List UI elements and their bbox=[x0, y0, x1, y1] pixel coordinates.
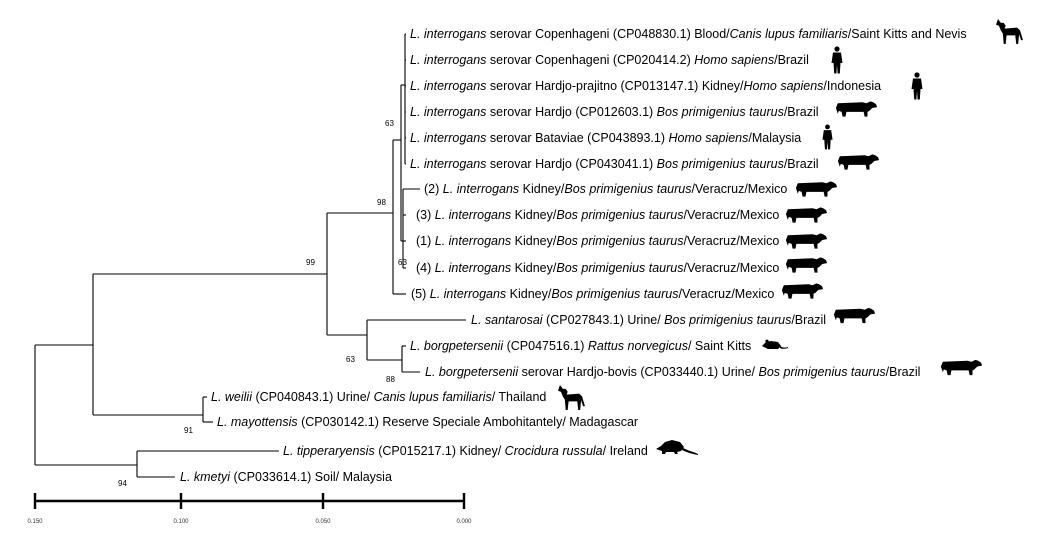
leaf-label: L. interrogans serovar Hardjo (CP043041.… bbox=[410, 157, 819, 171]
scale-tick-label: 0.000 bbox=[456, 519, 472, 525]
leaf-label: (4) L. interrogans Kidney/Bos primigeniu… bbox=[416, 261, 779, 275]
bootstrap-value: 99 bbox=[306, 258, 315, 267]
bootstrap-value: 94 bbox=[118, 479, 127, 488]
bootstrap-value: 88 bbox=[386, 375, 395, 384]
human-icon bbox=[822, 124, 833, 150]
leaf-label: L. interrogans serovar Hardjo (CP012603.… bbox=[410, 105, 819, 119]
scale-tick-label: 0.100 bbox=[173, 519, 189, 525]
leaf-labels: L. interrogans serovar Copenhageni (CP04… bbox=[180, 27, 967, 484]
rat-icon bbox=[762, 339, 788, 349]
bootstrap-value: 63 bbox=[398, 258, 407, 267]
bootstrap-value: 98 bbox=[377, 198, 386, 207]
leaf-label: (2) L. interrogans Kidney/Bos primigeniu… bbox=[424, 182, 787, 196]
leaf-label: L. kmetyi (CP033614.1) Soil/ Malaysia bbox=[180, 470, 392, 484]
scale-tick-label: 0.150 bbox=[27, 519, 43, 525]
scale-tick-label: 0.050 bbox=[315, 519, 331, 525]
leaf-label: L. interrogans serovar Copenhageni (CP04… bbox=[410, 27, 967, 41]
human-icon bbox=[831, 46, 843, 74]
bootstrap-value: 63 bbox=[346, 355, 355, 364]
bootstrap-value: 91 bbox=[184, 426, 193, 435]
leaf-label: L. santarosai (CP027843.1) Urine/ Bos pr… bbox=[471, 313, 826, 327]
cow-icon bbox=[940, 359, 983, 376]
cow-icon bbox=[785, 233, 828, 249]
dog-icon bbox=[996, 19, 1023, 44]
human-icon bbox=[911, 72, 923, 100]
leaf-label: (1) L. interrogans Kidney/Bos primigeniu… bbox=[416, 234, 779, 248]
leaf-label: L. weilii (CP040843.1) Urine/ Canis lupu… bbox=[211, 390, 546, 404]
cow-icon bbox=[781, 283, 824, 299]
leaf-label: L. interrogans serovar Hardjo-prajitno (… bbox=[410, 79, 881, 93]
cow-icon bbox=[785, 257, 828, 273]
leaf-label: (3) L. interrogans Kidney/Bos primigeniu… bbox=[416, 208, 779, 222]
tree-branches bbox=[34, 33, 466, 478]
cow-icon bbox=[833, 307, 876, 324]
bootstrap-value: 63 bbox=[385, 119, 394, 128]
cow-icon bbox=[837, 154, 880, 170]
scale-bar: 0.150 0.100 0.050 0.000 bbox=[27, 493, 472, 525]
shrew-icon bbox=[656, 440, 698, 455]
dog-icon bbox=[558, 385, 585, 410]
cow-icon bbox=[795, 181, 838, 197]
leaf-label: L. interrogans serovar Copenhageni (CP02… bbox=[410, 53, 809, 67]
leaf-label: L. mayottensis (CP030142.1) Reserve Spec… bbox=[217, 415, 638, 429]
leaf-label: (5) L. interrogans Kidney/Bos primigeniu… bbox=[411, 287, 774, 301]
leaf-label: L. borgpetersenii serovar Hardjo-bovis (… bbox=[425, 365, 920, 379]
cow-icon bbox=[785, 207, 828, 223]
leaf-label: L. interrogans serovar Bataviae (CP04389… bbox=[410, 131, 801, 145]
cow-icon bbox=[835, 101, 878, 117]
leaf-label: L. borgpetersenii (CP047516.1) Rattus no… bbox=[410, 339, 751, 353]
bootstrap-values: 63 98 99 63 63 88 91 94 bbox=[118, 119, 407, 488]
leaf-label: L. tipperaryensis (CP015217.1) Kidney/ C… bbox=[283, 444, 648, 458]
